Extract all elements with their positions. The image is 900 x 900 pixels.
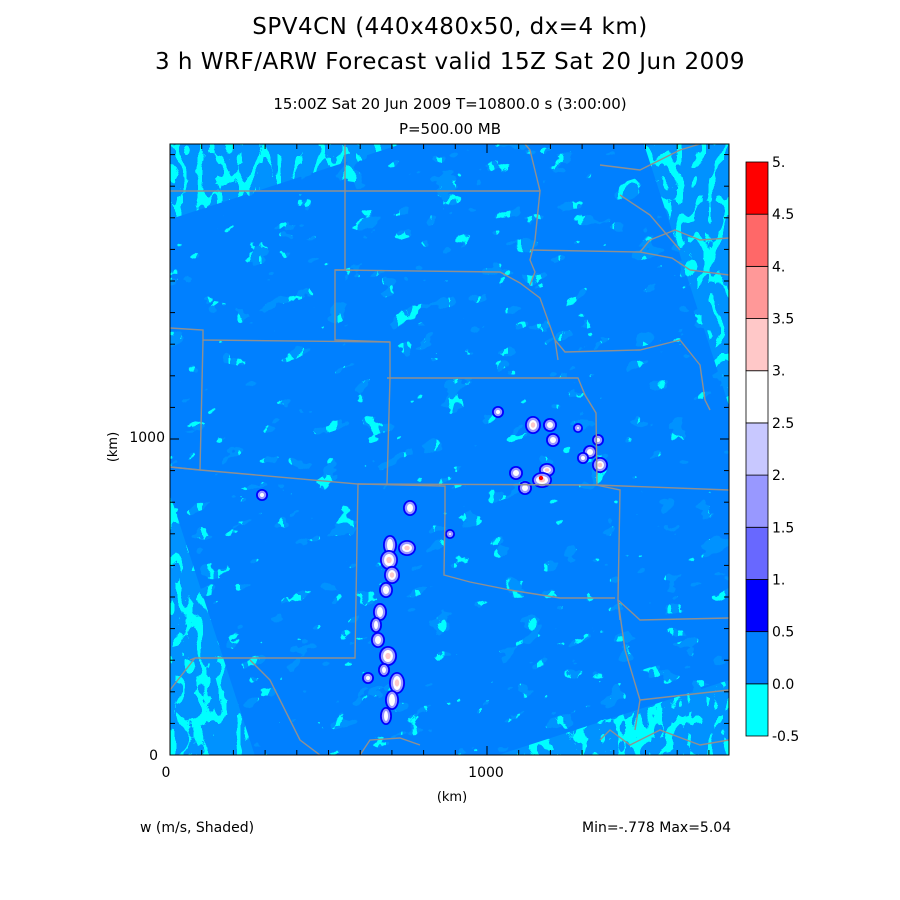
colorbar-label-6: 2.5	[772, 416, 794, 432]
updraft-cell	[389, 572, 395, 578]
y-axis-label: (km)	[106, 432, 121, 462]
updraft-cell	[385, 652, 391, 660]
updraft-cell	[547, 422, 553, 428]
colorbar: -0.5 0.0 0.5 1. 1.5 2. 2.5 3. 3.5 4. 4.5 5.	[745, 155, 799, 745]
colorbar-swatch-4	[745, 474, 769, 528]
map-frame	[169, 143, 730, 756]
y-tick-label-1000: 1000	[129, 430, 165, 446]
updraft-cell	[496, 410, 500, 414]
x-tick-label-0: 0	[162, 765, 171, 781]
colorbar-label-4: 1.5	[772, 520, 794, 536]
updraft-cell	[581, 456, 585, 460]
colorbar-label-0: -0.5	[772, 729, 799, 745]
updraft-cell	[538, 475, 544, 481]
updraft-cell	[366, 676, 370, 680]
updraft-cell	[375, 636, 381, 644]
updraft-cell	[387, 539, 393, 551]
colorbar-swatch-10	[745, 161, 769, 215]
colorbar-label-10: 4.5	[772, 207, 794, 223]
colorbar-swatch-2	[745, 579, 769, 633]
updraft-cell	[384, 711, 388, 721]
colorbar-label-1: 0.0	[772, 677, 794, 693]
colorbar-label-11: 5.	[772, 155, 785, 171]
updraft-cell	[404, 545, 410, 551]
field-label: w (m/s, Shaded)	[140, 820, 255, 836]
updraft-cell	[597, 462, 603, 468]
colorbar-swatch-8	[745, 265, 769, 319]
colorbar-swatch-0	[745, 683, 769, 737]
colorbar-swatch-9	[745, 213, 769, 267]
colorbar-swatch-3	[745, 526, 769, 580]
colorbar-swatch-7	[745, 318, 769, 372]
colorbar-swatch-6	[745, 370, 769, 424]
x-tick-label-1000: 1000	[468, 765, 504, 781]
title-line-2: 3 h WRF/ARW Forecast valid 15Z Sat 20 Ju…	[154, 49, 746, 75]
updraft-cell	[377, 607, 383, 617]
updraft-cell	[544, 468, 550, 472]
colorbar-label-8: 3.5	[772, 312, 794, 328]
x-axis-label: (km)	[437, 790, 467, 805]
updraft-cell	[394, 679, 400, 687]
updraft-cell	[407, 504, 413, 512]
title-line-1: SPV4CN (440x480x50, dx=4 km)	[252, 14, 648, 40]
updraft-cell	[577, 427, 579, 429]
axis-ticks	[170, 144, 729, 755]
updraft-cell	[382, 667, 386, 673]
w-field-shading	[170, 144, 729, 755]
colorbar-swatch-1	[745, 631, 769, 685]
updraft-cell	[513, 470, 519, 476]
colorbar-label-3: 1.	[772, 572, 785, 588]
colorbar-label-5: 2.	[772, 468, 785, 484]
min-max-readout: Min=-.778 Max=5.04	[582, 820, 732, 836]
updraft-cell	[383, 586, 389, 594]
colorbar-label-9: 4.	[772, 259, 785, 275]
y-tick-label-0: 0	[149, 748, 158, 764]
colorbar-label-7: 3.	[772, 364, 785, 380]
colorbar-label-2: 0.5	[772, 625, 794, 641]
updraft-cell	[587, 449, 593, 455]
colorbar-swatch-5	[745, 422, 769, 476]
valid-time-subtitle: 15:00Z Sat 20 Jun 2009 T=10800.0 s (3:00…	[273, 95, 627, 113]
updraft-cell	[530, 422, 536, 428]
updraft-cell	[374, 621, 378, 629]
updraft-cell	[449, 533, 451, 535]
pressure-level-subtitle: P=500.00 MB	[398, 120, 502, 138]
updraft-cell	[522, 485, 528, 491]
updraft-cell	[386, 556, 392, 564]
updraft-cell	[260, 493, 264, 497]
updraft-cell	[550, 437, 556, 443]
state-borders	[170, 144, 729, 755]
updraft-cell	[389, 694, 395, 706]
